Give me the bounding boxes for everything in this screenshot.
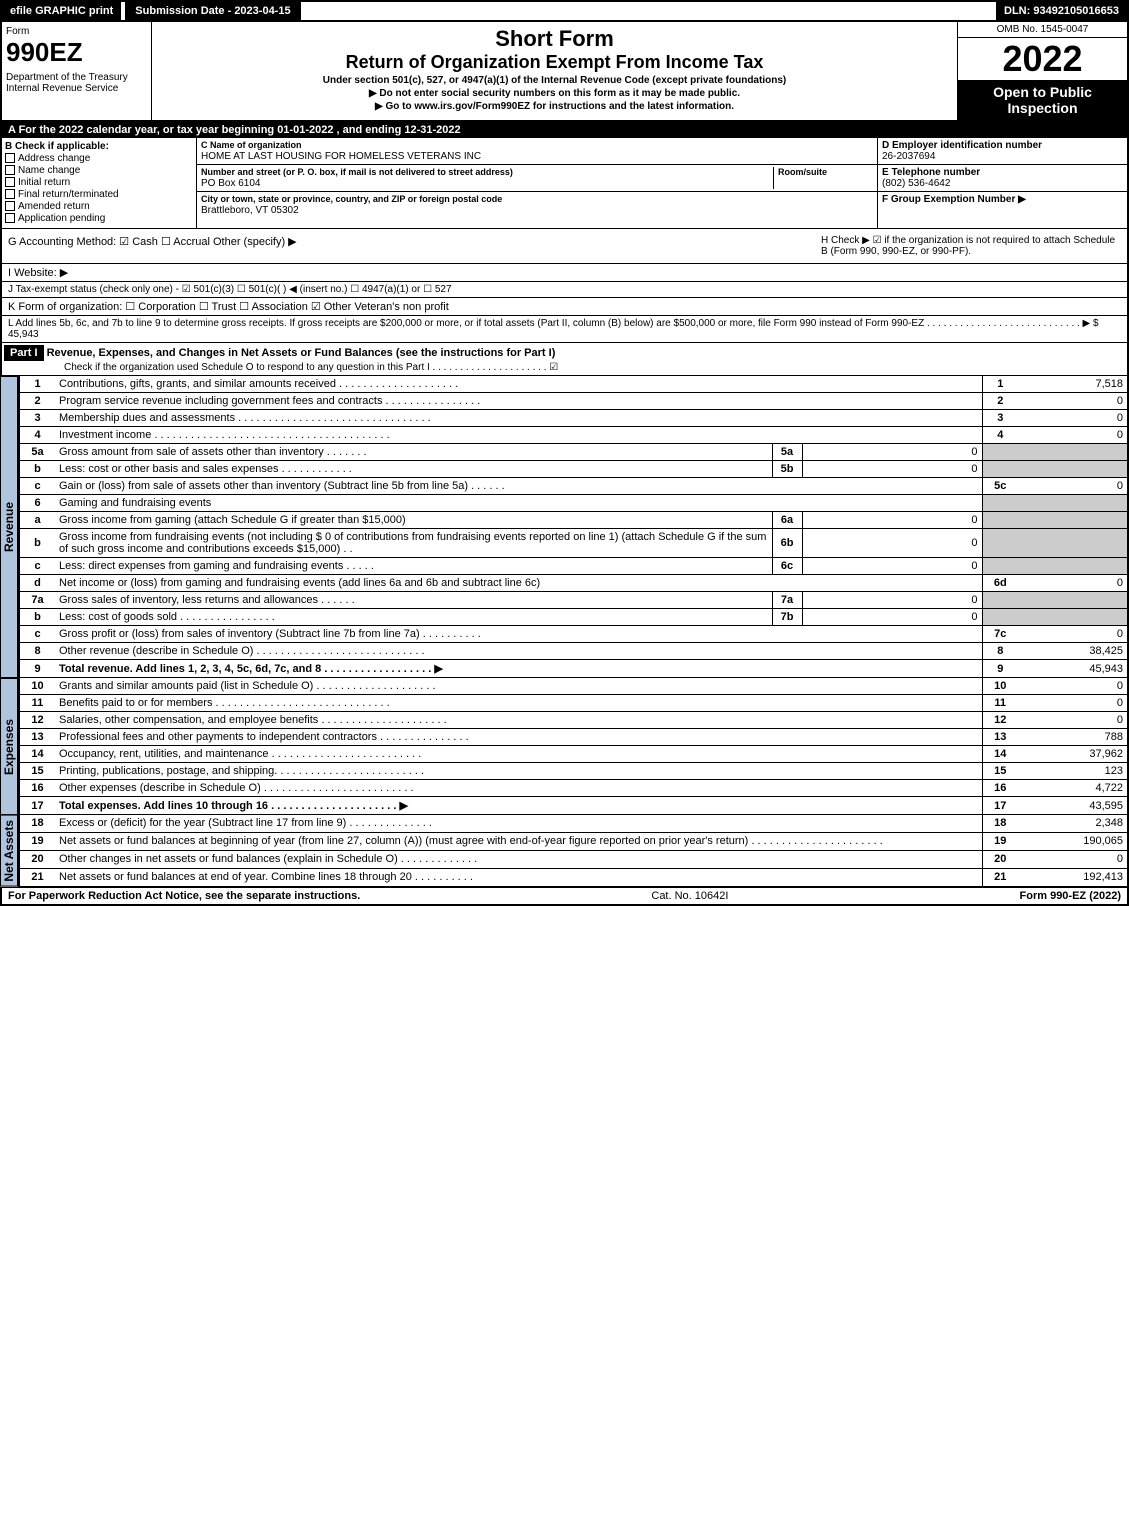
table-row: 6Gaming and fundraising events [19,495,1128,512]
room-label: Room/suite [778,167,827,177]
footer-cat: Cat. No. 10642I [651,890,728,902]
form-header: Form 990EZ Department of the Treasury In… [0,22,1129,122]
phone: (802) 536-4642 [882,178,950,189]
part1-badge: Part I [4,345,44,361]
table-row: 21Net assets or fund balances at end of … [19,868,1128,886]
section-g-h: G Accounting Method: ☑ Cash ☐ Accrual Ot… [0,229,1129,264]
page-footer: For Paperwork Reduction Act Notice, see … [0,887,1129,906]
footer-form: Form 990-EZ (2022) [1020,890,1121,902]
table-row: 15Printing, publications, postage, and s… [19,763,1128,780]
subtitle-1: Under section 501(c), 527, or 4947(a)(1)… [156,75,953,86]
chk-name-change[interactable]: Name change [5,165,193,176]
dln: DLN: 93492105016653 [996,2,1127,20]
revenue-section: Revenue 1Contributions, gifts, grants, a… [0,376,1129,678]
open-public-badge: Open to Public Inspection [958,80,1127,120]
org-street: PO Box 6104 [201,178,260,189]
revenue-table: 1Contributions, gifts, grants, and simil… [18,376,1129,678]
chk-final-return[interactable]: Final return/terminated [5,189,193,200]
g-accounting: G Accounting Method: ☑ Cash ☐ Accrual Ot… [8,235,821,257]
chk-initial-return[interactable]: Initial return [5,177,193,188]
return-title: Return of Organization Exempt From Incom… [156,52,953,73]
table-row: bLess: cost or other basis and sales exp… [19,461,1128,478]
table-row: dNet income or (loss) from gaming and fu… [19,575,1128,592]
short-form-title: Short Form [156,26,953,52]
table-row: 13Professional fees and other payments t… [19,729,1128,746]
part1-title: Revenue, Expenses, and Changes in Net As… [47,347,556,359]
form-word: Form [6,26,147,37]
table-row: 5aGross amount from sale of assets other… [19,444,1128,461]
h-check: H Check ▶ ☑ if the organization is not r… [821,235,1121,257]
table-row: cGross profit or (loss) from sales of in… [19,626,1128,643]
title-box: Short Form Return of Organization Exempt… [152,22,957,120]
chk-address-change[interactable]: Address change [5,153,193,164]
part1-header: Part I Revenue, Expenses, and Changes in… [0,343,1129,376]
year-box: OMB No. 1545-0047 2022 Open to Public In… [957,22,1127,120]
table-row: 18Excess or (deficit) for the year (Subt… [19,815,1128,832]
subtitle-3: ▶ Go to www.irs.gov/Form990EZ for instru… [156,101,953,112]
d-label: D Employer identification number [882,140,1042,151]
c-name-label: C Name of organization [201,140,302,150]
table-row: bLess: cost of goods sold . . . . . . . … [19,609,1128,626]
table-row: cLess: direct expenses from gaming and f… [19,558,1128,575]
netassets-table: 18Excess or (deficit) for the year (Subt… [18,815,1129,887]
table-row: 20Other changes in net assets or fund ba… [19,850,1128,868]
ein: 26-2037694 [882,151,935,162]
b-header: B Check if applicable: [5,141,109,152]
section-b-to-f: B Check if applicable: Address change Na… [0,138,1129,229]
table-row: aGross income from gaming (attach Schedu… [19,512,1128,529]
dept-label: Department of the Treasury Internal Reve… [6,72,147,94]
table-row: 4Investment income . . . . . . . . . . .… [19,427,1128,444]
expenses-table: 10Grants and similar amounts paid (list … [18,678,1129,815]
expenses-tab: Expenses [0,678,18,815]
table-row: 19Net assets or fund balances at beginni… [19,832,1128,850]
chk-amended-return[interactable]: Amended return [5,201,193,212]
c-street-label: Number and street (or P. O. box, if mail… [201,167,513,177]
table-row: 7aGross sales of inventory, less returns… [19,592,1128,609]
efile-label[interactable]: efile GRAPHIC print [2,2,121,20]
top-bar: efile GRAPHIC print Submission Date - 20… [0,0,1129,22]
omb-number: OMB No. 1545-0047 [958,22,1127,38]
table-row: 12Salaries, other compensation, and empl… [19,712,1128,729]
footer-left: For Paperwork Reduction Act Notice, see … [8,890,360,902]
netassets-section: Net Assets 18Excess or (deficit) for the… [0,815,1129,887]
table-row: 14Occupancy, rent, utilities, and mainte… [19,746,1128,763]
table-row: 2Program service revenue including gover… [19,393,1128,410]
section-c: C Name of organizationHOME AT LAST HOUSI… [197,138,877,228]
k-form-org: K Form of organization: ☐ Corporation ☐ … [0,298,1129,316]
part1-sub: Check if the organization used Schedule … [64,362,558,373]
subtitle-2: ▶ Do not enter social security numbers o… [156,88,953,99]
section-d-e-f: D Employer identification number26-20376… [877,138,1127,228]
netassets-tab: Net Assets [0,815,18,887]
table-row: bGross income from fundraising events (n… [19,529,1128,558]
form-number: 990EZ [6,37,147,68]
f-label: F Group Exemption Number ▶ [882,194,1026,205]
chk-application-pending[interactable]: Application pending [5,213,193,224]
table-row: 11Benefits paid to or for members . . . … [19,695,1128,712]
tax-year: 2022 [958,38,1127,80]
table-row: 16Other expenses (describe in Schedule O… [19,780,1128,797]
revenue-tab: Revenue [0,376,18,678]
table-row: 17Total expenses. Add lines 10 through 1… [19,797,1128,815]
table-row: 8Other revenue (describe in Schedule O) … [19,643,1128,660]
table-row: 9Total revenue. Add lines 1, 2, 3, 4, 5c… [19,660,1128,678]
c-city-label: City or town, state or province, country… [201,194,502,204]
org-name: HOME AT LAST HOUSING FOR HOMELESS VETERA… [201,151,481,162]
section-b: B Check if applicable: Address change Na… [2,138,197,228]
org-city: Brattleboro, VT 05302 [201,205,299,216]
j-tax-exempt: J Tax-exempt status (check only one) - ☑… [0,282,1129,298]
l-gross-receipts: L Add lines 5b, 6c, and 7b to line 9 to … [0,316,1129,343]
i-website: I Website: ▶ [0,264,1129,282]
submission-date: Submission Date - 2023-04-15 [125,2,300,20]
table-row: cGain or (loss) from sale of assets othe… [19,478,1128,495]
table-row: 10Grants and similar amounts paid (list … [19,678,1128,695]
e-label: E Telephone number [882,167,980,178]
section-a: A For the 2022 calendar year, or tax yea… [0,122,1129,138]
expenses-section: Expenses 10Grants and similar amounts pa… [0,678,1129,815]
form-id-box: Form 990EZ Department of the Treasury In… [2,22,152,120]
table-row: 3Membership dues and assessments . . . .… [19,410,1128,427]
table-row: 1Contributions, gifts, grants, and simil… [19,376,1128,393]
